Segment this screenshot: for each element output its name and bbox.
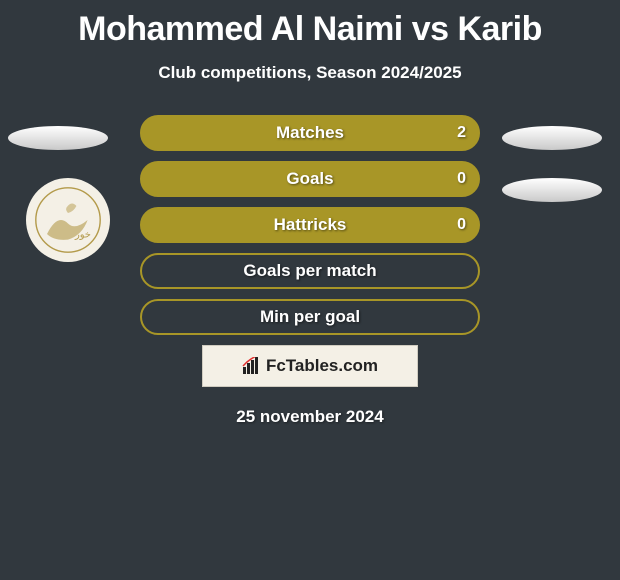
stat-row-hattricks: Hattricks 0 <box>140 207 480 243</box>
brand-box[interactable]: FcTables.com <box>202 345 418 387</box>
player-pill-right-1 <box>502 126 602 150</box>
bars-icon <box>242 357 262 375</box>
stat-value: 2 <box>457 124 466 142</box>
stat-row-matches: Matches 2 <box>140 115 480 151</box>
svg-text:خور: خور <box>74 230 91 241</box>
stat-row-gpm: Goals per match <box>140 253 480 289</box>
stat-label: Hattricks <box>274 215 347 235</box>
brand-logo: FcTables.com <box>242 356 378 376</box>
page-title: Mohammed Al Naimi vs Karib <box>0 0 620 49</box>
stat-label: Goals per match <box>243 261 376 281</box>
brand-text: FcTables.com <box>266 356 378 376</box>
stat-row-mpg: Min per goal <box>140 299 480 335</box>
stats-container: Matches 2 Goals 0 Hattricks 0 Goals per … <box>140 115 480 335</box>
date-line: 25 november 2024 <box>0 407 620 427</box>
player-pill-right-2 <box>502 178 602 202</box>
club-crest-icon: خور <box>33 185 103 255</box>
stat-label: Goals <box>286 169 333 189</box>
stat-label: Min per goal <box>260 307 360 327</box>
club-badge-left: خور <box>26 178 110 262</box>
subtitle: Club competitions, Season 2024/2025 <box>0 63 620 83</box>
stat-row-goals: Goals 0 <box>140 161 480 197</box>
stat-value: 0 <box>457 170 466 188</box>
player-pill-left-1 <box>8 126 108 150</box>
stat-value: 0 <box>457 216 466 234</box>
stat-label: Matches <box>276 123 344 143</box>
